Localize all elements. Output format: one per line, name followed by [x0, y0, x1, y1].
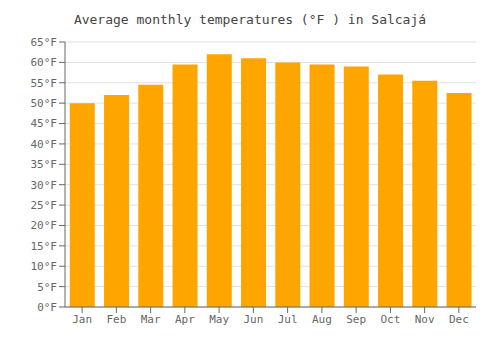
svg-text:Dec: Dec: [449, 313, 469, 326]
svg-text:Jun: Jun: [243, 313, 263, 326]
svg-text:Mar: Mar: [141, 313, 161, 326]
svg-text:15°F: 15°F: [31, 240, 58, 253]
svg-text:Aug: Aug: [312, 313, 332, 326]
svg-text:5°F: 5°F: [37, 281, 57, 294]
svg-text:60°F: 60°F: [31, 56, 58, 69]
svg-text:May: May: [209, 313, 229, 326]
svg-text:45°F: 45°F: [31, 117, 58, 130]
svg-text:30°F: 30°F: [31, 179, 58, 192]
svg-text:Nov: Nov: [415, 313, 435, 326]
svg-text:0°F: 0°F: [37, 301, 57, 314]
svg-text:40°F: 40°F: [31, 138, 58, 151]
svg-text:Feb: Feb: [106, 313, 126, 326]
html-text:Average monthly temperatures (: Average monthly temperatures (°F ) in Sa…: [73, 12, 427, 27]
svg-text:Oct: Oct: [380, 313, 400, 326]
svg-text:Apr: Apr: [175, 313, 195, 326]
svg-text:Sep: Sep: [346, 313, 366, 326]
svg-text:Jan: Jan: [72, 313, 92, 326]
svg-text:10°F: 10°F: [31, 260, 58, 273]
svg-text:55°F: 55°F: [31, 77, 58, 90]
svg-text:20°F: 20°F: [31, 219, 58, 232]
svg-text:65°F: 65°F: [31, 36, 58, 49]
svg-text:35°F: 35°F: [31, 158, 58, 171]
svg-text:50°F: 50°F: [31, 97, 58, 110]
svg-text:Jul: Jul: [278, 313, 298, 326]
svg-text:25°F: 25°F: [31, 199, 58, 212]
